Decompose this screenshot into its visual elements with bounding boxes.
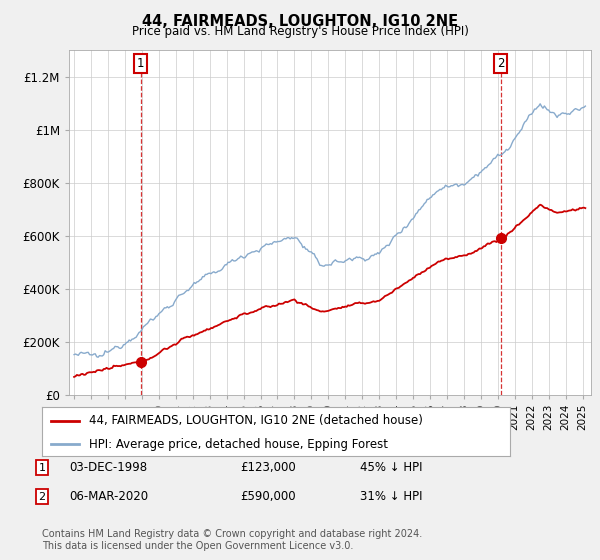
Text: £590,000: £590,000 [240,490,296,503]
Text: Contains HM Land Registry data © Crown copyright and database right 2024.
This d: Contains HM Land Registry data © Crown c… [42,529,422,551]
Text: 03-DEC-1998: 03-DEC-1998 [69,461,147,474]
Text: Price paid vs. HM Land Registry's House Price Index (HPI): Price paid vs. HM Land Registry's House … [131,25,469,38]
Text: 1: 1 [38,463,46,473]
Text: 1: 1 [137,57,144,70]
Text: 44, FAIRMEADS, LOUGHTON, IG10 2NE (detached house): 44, FAIRMEADS, LOUGHTON, IG10 2NE (detac… [89,414,422,427]
Text: 31% ↓ HPI: 31% ↓ HPI [360,490,422,503]
Text: £123,000: £123,000 [240,461,296,474]
Text: 44, FAIRMEADS, LOUGHTON, IG10 2NE: 44, FAIRMEADS, LOUGHTON, IG10 2NE [142,14,458,29]
Text: 06-MAR-2020: 06-MAR-2020 [69,490,148,503]
Text: 2: 2 [497,57,505,70]
Text: 45% ↓ HPI: 45% ↓ HPI [360,461,422,474]
Text: 2: 2 [38,492,46,502]
Text: HPI: Average price, detached house, Epping Forest: HPI: Average price, detached house, Eppi… [89,437,388,451]
